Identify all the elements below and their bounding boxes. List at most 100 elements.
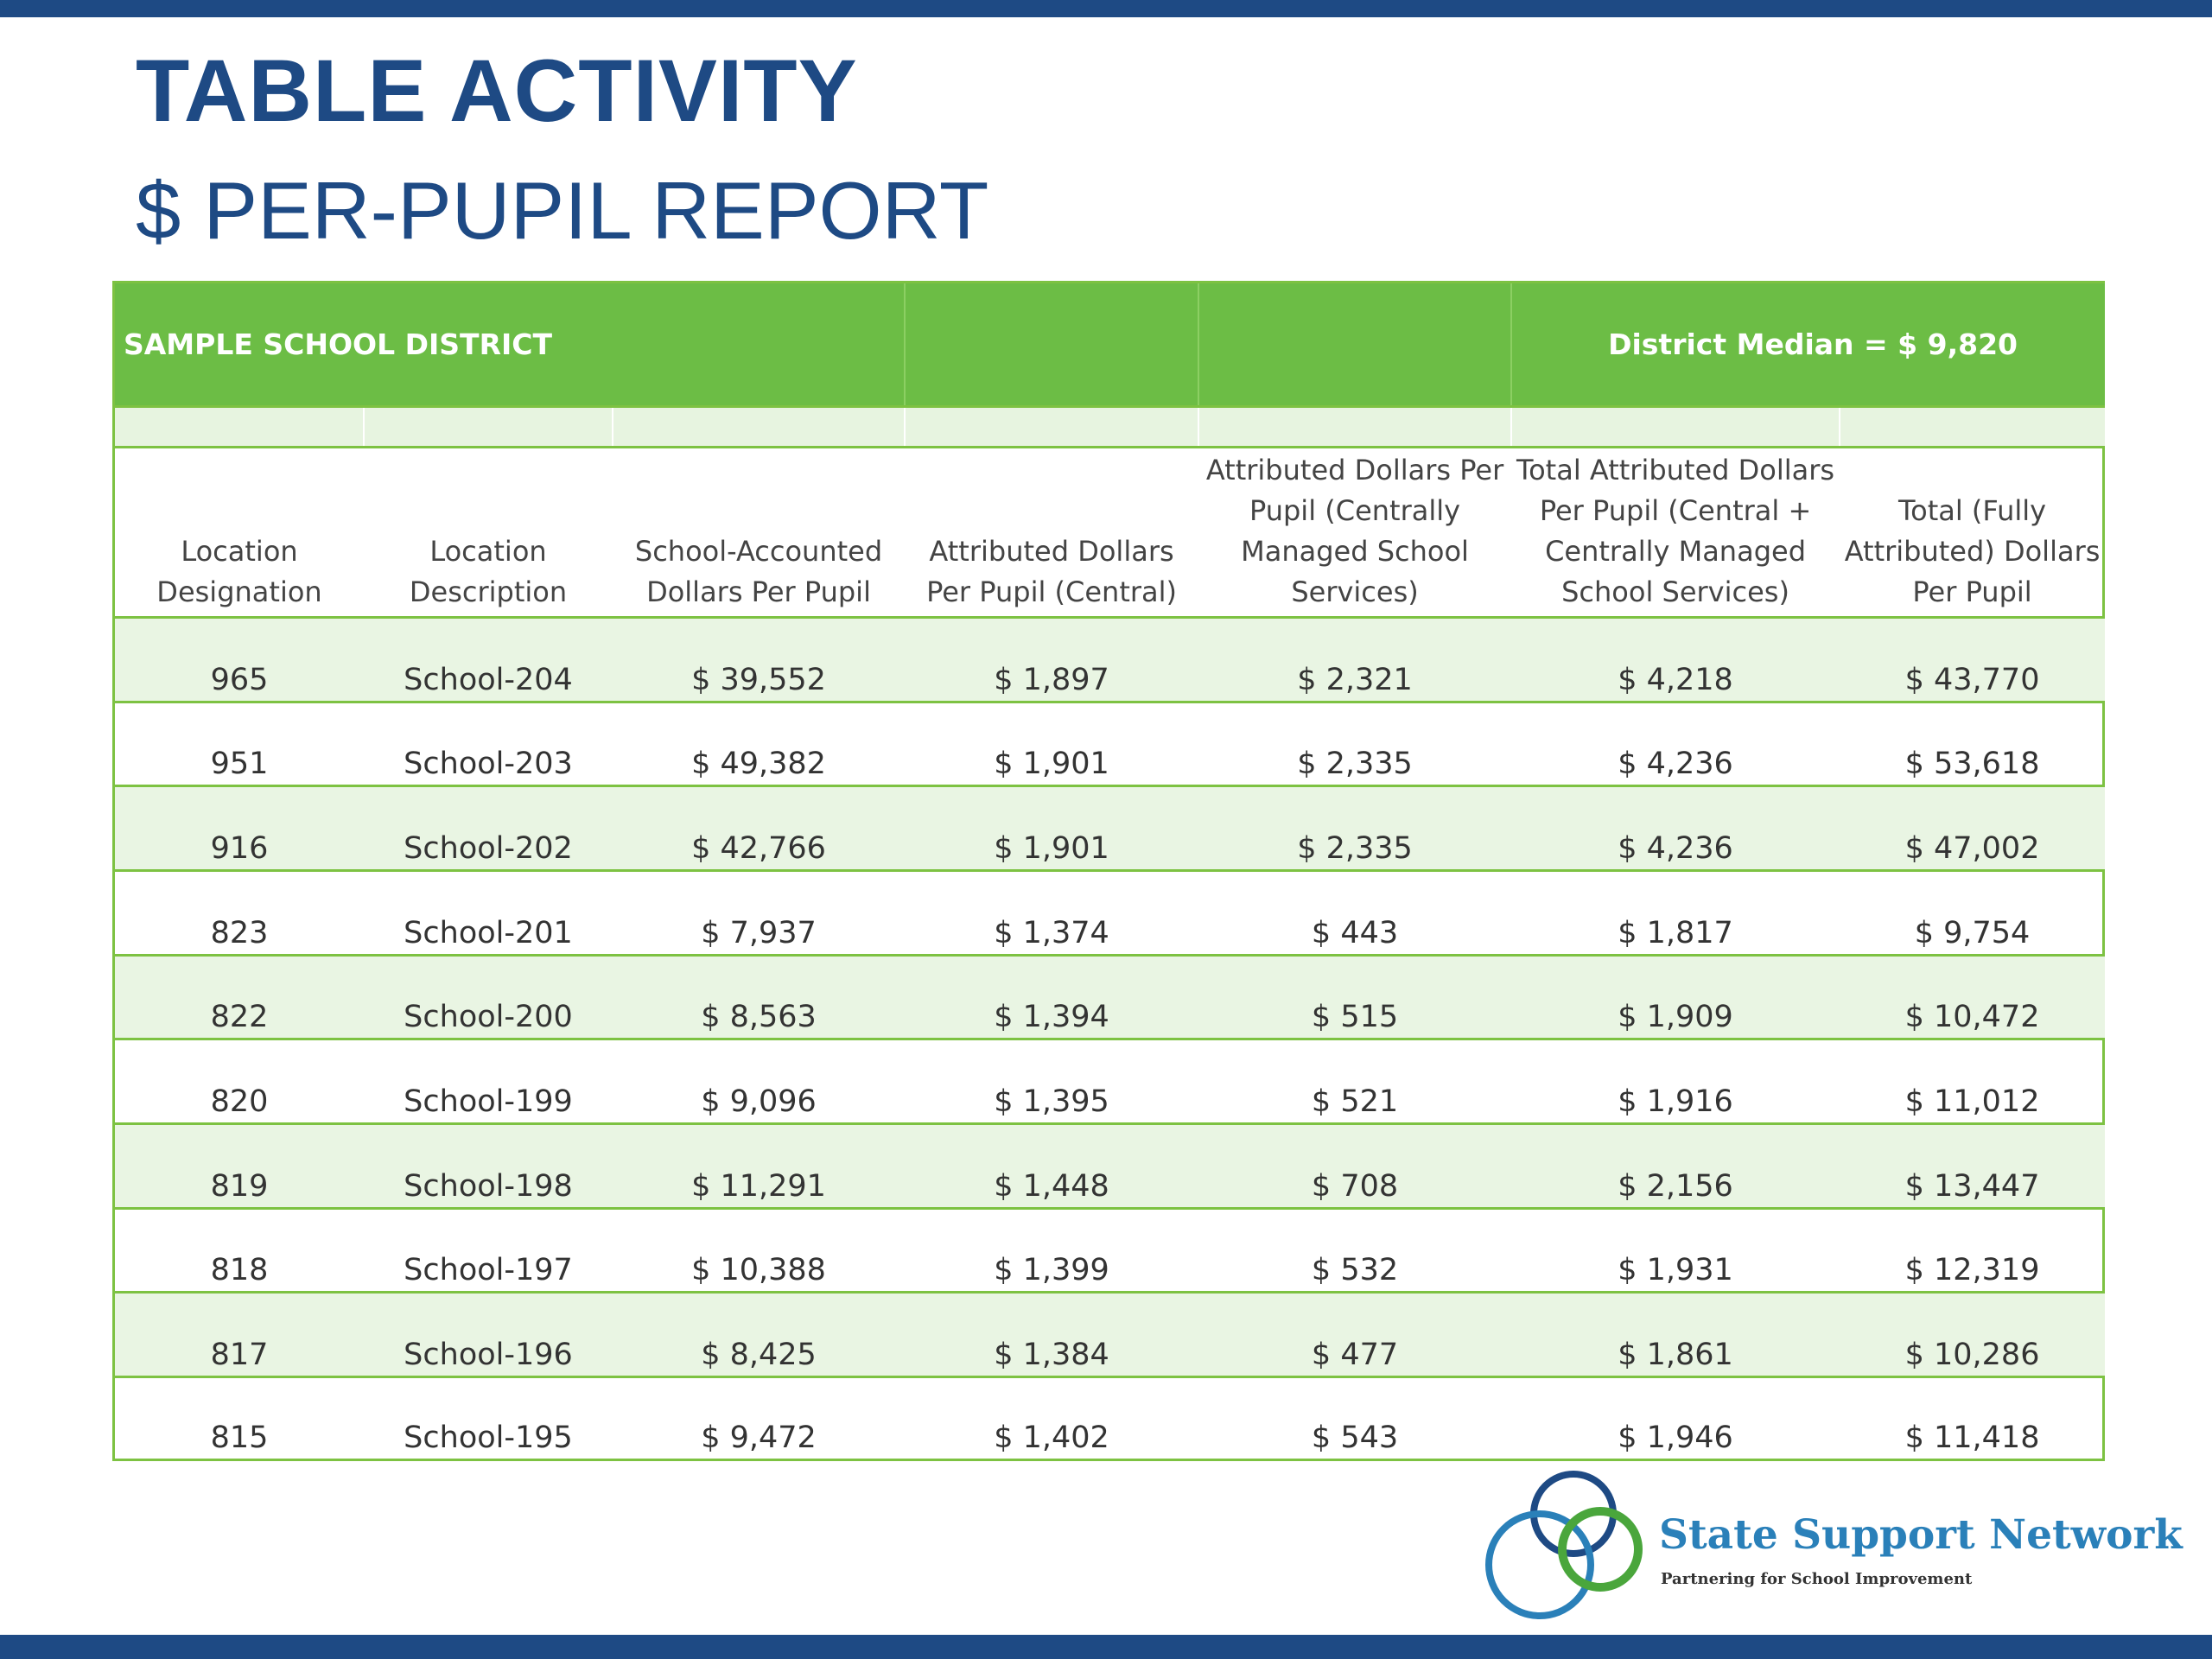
table-cell: $ 47,002	[1840, 785, 2106, 872]
table-cell: 820	[115, 1039, 364, 1125]
table-cell: $ 11,418	[1904, 1421, 2040, 1455]
table-cell: $ 1,399	[905, 1208, 1199, 1294]
interlocking-rings-icon	[1485, 1471, 1643, 1619]
state-support-network-logo: State Support Network Partnering for Sch…	[1479, 1463, 2183, 1636]
table-cell: $ 1,901	[905, 785, 1199, 872]
column-header: Attributed Dollars Per Pupil (Centrally …	[1198, 447, 1512, 619]
district-median: District Median = $ 9,820	[1608, 327, 2018, 361]
column-header: Total Attributed Dollars Per Pupil (Cent…	[1511, 447, 1840, 619]
table-cell: $ 10,286	[1840, 1292, 2106, 1378]
table-cell: $ 49,382	[613, 702, 906, 788]
table-cell: $ 8,563	[613, 955, 906, 1041]
table-cell: 823	[115, 870, 364, 957]
table-cell: $ 2,321	[1198, 617, 1512, 703]
spacer-cell	[115, 405, 364, 448]
table-row: 817 School-196 $ 8,425 $ 1,384 $ 477 $ 1,861 $…	[115, 1292, 2106, 1378]
column-header: School-Accounted Dollars Per Pupil	[613, 447, 906, 619]
spacer-cell	[904, 405, 1199, 448]
table-cell: $ 1,909	[1511, 955, 1840, 1041]
table-cell: $ 543	[1311, 1421, 1399, 1455]
table-cell: $ 443	[1198, 870, 1512, 957]
table-cell: $ 10,388	[613, 1208, 906, 1294]
table-cell: $ 10,472	[1840, 955, 2106, 1041]
page-title: TABLE ACTIVITY	[136, 41, 858, 140]
table-cell: $ 1,861	[1511, 1292, 1840, 1378]
spacer-cell	[363, 405, 613, 448]
table-row: 965 School-204 $ 39,552 $ 1,897 $ 2,321 $ 4,2…	[115, 617, 2106, 703]
table-row: 818 School-197 $ 10,388 $ 1,399 $ 532 $ 1,931…	[115, 1208, 2106, 1294]
table-cell: $ 1,897	[905, 617, 1199, 703]
table-cell: School-195	[404, 1421, 573, 1455]
table-cell: $ 4,236	[1511, 702, 1840, 788]
logo-name: State Support Network	[1659, 1511, 2183, 1559]
band-cell	[1198, 283, 1513, 407]
column-header: Total (Fully Attributed) Dollars Per Pup…	[1840, 447, 2106, 619]
table-cell: $ 1,448	[905, 1123, 1199, 1210]
per-pupil-table-container: SAMPLE SCHOOL DISTRICT District Median =…	[112, 281, 2106, 1461]
table-cell: $ 1,901	[905, 702, 1199, 788]
table-cell: $ 8,425	[613, 1292, 906, 1378]
column-header: Location Description	[364, 447, 613, 619]
table-cell: School-204	[364, 617, 613, 703]
table-cell: 916	[115, 785, 364, 872]
band-cell	[905, 283, 1200, 407]
table-cell: $ 2,156	[1511, 1123, 1840, 1210]
table-cell: $ 1,946	[1618, 1421, 1733, 1455]
table-cell: $ 39,552	[613, 617, 906, 703]
table-cell: School-200	[364, 955, 613, 1041]
table-cell: 818	[115, 1208, 364, 1294]
table-cell: $ 515	[1198, 955, 1512, 1041]
table-cell: $ 1,916	[1511, 1039, 1840, 1125]
table-cell: $ 2,335	[1198, 785, 1512, 872]
table-cell: $ 9,472	[701, 1421, 817, 1455]
table-cell: $ 1,395	[905, 1039, 1199, 1125]
table-cell: $ 12,319	[1840, 1208, 2106, 1294]
table-cell: $ 1,374	[905, 870, 1199, 957]
spacer-cell	[1510, 405, 1840, 448]
table-row: 820 School-199 $ 9,096 $ 1,395 $ 521 $ 1,916 $…	[115, 1039, 2106, 1125]
column-header-row: Location Designation Location Descriptio…	[115, 447, 2106, 619]
table-cell: $ 13,447	[1840, 1123, 2106, 1210]
table-cell: $ 4,218	[1511, 617, 1840, 703]
table-cell: School-196	[364, 1292, 613, 1378]
spacer-cell	[1839, 405, 2106, 448]
table-cell: 822	[115, 955, 364, 1041]
table-cell: 965	[115, 617, 364, 703]
top-accent-bar	[0, 0, 2212, 17]
table-cell: $ 42,766	[613, 785, 906, 872]
table-row: 815 School-195 $ 9,472 $ 1,402 $ 543 $ 1,946 $…	[115, 1376, 2105, 1459]
table-cell: $ 2,335	[1198, 702, 1512, 788]
table-cell: School-199	[364, 1039, 613, 1125]
page-subtitle: $ PER-PUPIL REPORT	[136, 165, 989, 256]
table-cell: $ 4,236	[1511, 785, 1840, 872]
bottom-accent-bar	[0, 1635, 2212, 1659]
table-cell: School-203	[364, 702, 613, 788]
table-cell: $ 1,931	[1511, 1208, 1840, 1294]
table-row: 916 School-202 $ 42,766 $ 1,901 $ 2,335 $ 4,2…	[115, 785, 2106, 872]
spacer-cell	[611, 405, 906, 448]
table-cell: School-197	[364, 1208, 613, 1294]
spacer-row	[115, 405, 2106, 448]
table-row: 819 School-198 $ 11,291 $ 1,448 $ 708 $ 2,156…	[115, 1123, 2106, 1210]
table-cell: $ 53,618	[1840, 702, 2106, 788]
table-row: 823 School-201 $ 7,937 $ 1,374 $ 443 $ 1,817 $…	[115, 870, 2106, 957]
table-cell: $ 1,402	[994, 1421, 1109, 1455]
table-cell: $ 1,384	[905, 1292, 1199, 1378]
table-cell: 815	[210, 1421, 269, 1455]
table-cell: $ 708	[1198, 1123, 1512, 1210]
table-cell: $ 11,012	[1840, 1039, 2106, 1125]
table-cell: School-198	[364, 1123, 613, 1210]
district-median-cell: District Median = $ 9,820	[1511, 283, 2106, 407]
table-cell: $ 1,394	[905, 955, 1199, 1041]
table-cell: 819	[115, 1123, 364, 1210]
table-row: 951 School-203 $ 49,382 $ 1,901 $ 2,335 $ 4,2…	[115, 702, 2106, 788]
table-cell: $ 11,291	[613, 1123, 906, 1210]
spacer-cell	[1198, 405, 1512, 448]
column-header: Attributed Dollars Per Pupil (Central)	[905, 447, 1199, 619]
table-cell: $ 43,770	[1840, 617, 2106, 703]
district-name-cell: SAMPLE SCHOOL DISTRICT	[115, 283, 906, 407]
table-cell: $ 9,754	[1840, 870, 2106, 957]
per-pupil-table: SAMPLE SCHOOL DISTRICT District Median =…	[115, 283, 2106, 1459]
table-cell: School-201	[364, 870, 613, 957]
district-band: SAMPLE SCHOOL DISTRICT District Median =…	[115, 283, 2106, 407]
